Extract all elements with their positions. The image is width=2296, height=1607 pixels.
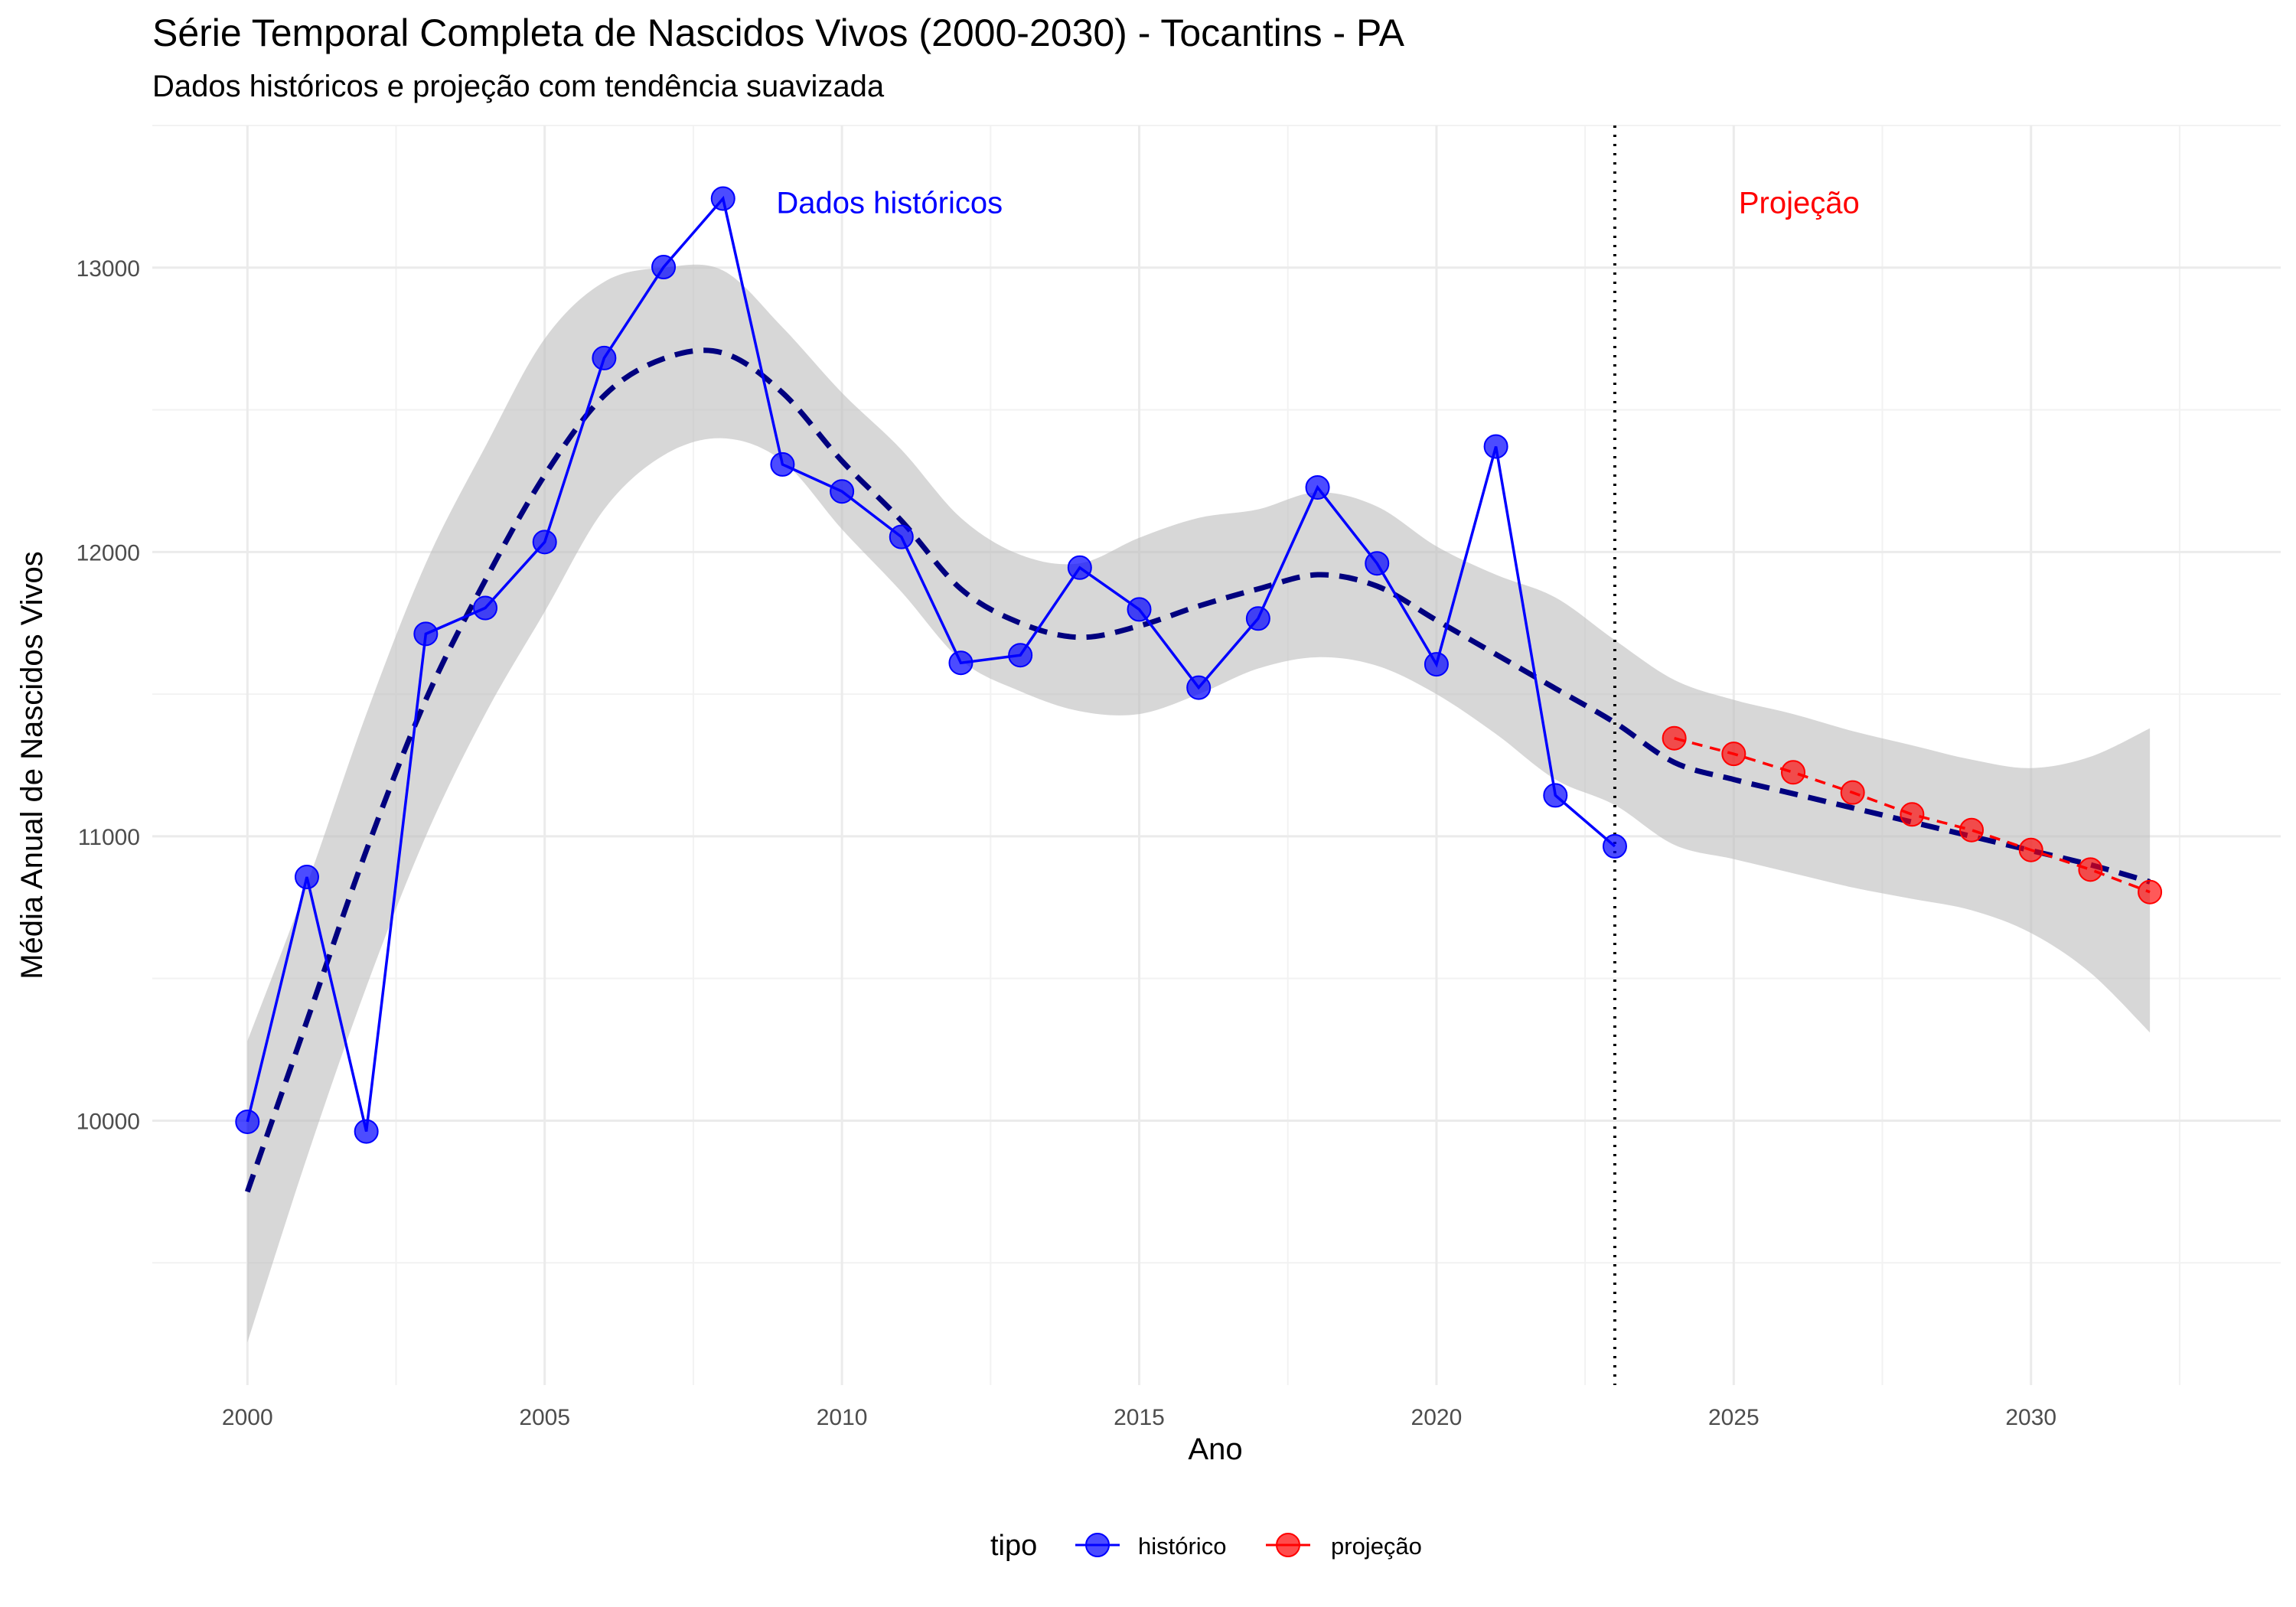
data-point-historico (1008, 643, 1033, 668)
data-point-historico (1483, 434, 1508, 459)
legend-item-projecao: projeção (1266, 1533, 1422, 1560)
x-tick-label: 2030 (2005, 1405, 2056, 1430)
y-axis-ticks: 10000 11000 12000 13000 (77, 256, 140, 1135)
data-point-historico (235, 1109, 260, 1134)
x-tick-label: 2025 (1708, 1405, 1760, 1430)
legend-label-historico: histórico (1138, 1533, 1226, 1560)
data-point-historico (1424, 652, 1449, 677)
data-point-historico (1186, 675, 1212, 700)
data-point-historico (770, 451, 795, 477)
data-point-projecao (1840, 780, 1865, 805)
legend: tipo histórico projeção (990, 1530, 1422, 1562)
chart-subtitle: Dados históricos e projeção com tendênci… (152, 70, 885, 103)
x-tick-label: 2010 (817, 1405, 868, 1430)
annotation-label: Dados históricos (776, 186, 1003, 220)
y-tick-label: 13000 (77, 256, 140, 282)
y-tick-label: 12000 (77, 540, 140, 566)
series-points (235, 186, 2163, 1144)
legend-label-projecao: projeção (1331, 1533, 1422, 1560)
legend-title: tipo (990, 1530, 1037, 1562)
annotation-label: Projeção (1739, 186, 1860, 220)
data-point-historico (354, 1119, 379, 1144)
data-point-historico (413, 621, 439, 647)
data-point-historico (1543, 783, 1568, 808)
data-point-historico (948, 650, 974, 676)
data-point-historico (1127, 597, 1152, 622)
data-point-historico (1305, 474, 1330, 500)
data-point-projecao (1662, 725, 1687, 751)
annotations: Dados históricos Projeção (776, 186, 1859, 220)
grid-major (152, 125, 2281, 1385)
y-tick-label: 10000 (77, 1109, 140, 1134)
data-point-projecao (2138, 879, 2163, 905)
x-axis-title: Ano (1188, 1433, 1242, 1466)
data-point-historico (473, 595, 498, 621)
data-point-historico (294, 865, 319, 890)
data-point-historico (710, 186, 735, 211)
data-point-historico (1602, 833, 1627, 859)
data-point-historico (889, 524, 914, 549)
data-point-historico (830, 479, 855, 504)
x-tick-label: 2020 (1411, 1405, 1463, 1430)
chart-title: Série Temporal Completa de Nascidos Vivo… (152, 11, 1405, 54)
legend-key-projecao-dot (1276, 1533, 1300, 1557)
data-point-projecao (2078, 857, 2103, 882)
y-axis-title: Média Anual de Nascidos Vivos (15, 551, 49, 980)
legend-key-historico-dot (1085, 1533, 1110, 1557)
legend-item-historico: histórico (1075, 1533, 1226, 1560)
confidence-band-area (247, 264, 2151, 1343)
data-point-projecao (1959, 817, 1985, 843)
data-point-projecao (2018, 837, 2043, 862)
trend-smooth-line (244, 347, 2151, 1193)
y-tick-label: 11000 (78, 825, 140, 850)
data-point-projecao (1721, 742, 1746, 767)
x-tick-label: 2000 (222, 1405, 273, 1430)
data-point-historico (1245, 606, 1270, 631)
x-axis-ticks: 2000 2005 2010 2015 2020 2025 2030 (222, 1405, 2056, 1430)
confidence-band (247, 264, 2151, 1343)
data-point-historico (1067, 555, 1092, 580)
x-tick-label: 2015 (1114, 1405, 1165, 1430)
data-point-projecao (1781, 760, 1806, 785)
data-point-historico (592, 345, 617, 370)
trend-line (244, 347, 2151, 1193)
x-tick-label: 2005 (519, 1405, 570, 1430)
data-point-projecao (1900, 802, 1925, 827)
grid-minor (152, 125, 2281, 1385)
series-line-projecao (1674, 737, 2151, 894)
data-point-historico (532, 530, 557, 555)
data-point-historico (1365, 551, 1390, 576)
data-point-historico (651, 255, 677, 280)
